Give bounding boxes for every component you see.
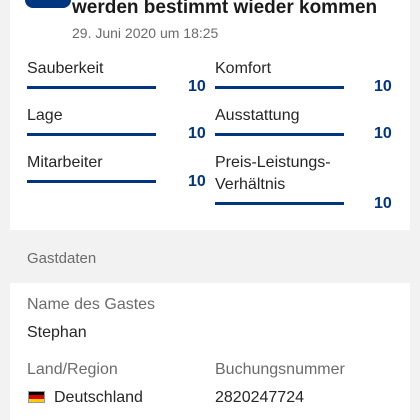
rating-label: Komfort bbox=[215, 60, 272, 77]
review-date: 29. Juni 2020 um 18:25 bbox=[72, 25, 219, 41]
rating-label: Sauberkeit bbox=[27, 60, 104, 77]
guest-section-header: Gastdaten bbox=[27, 250, 97, 267]
rating-value: 10 bbox=[374, 195, 392, 212]
rating-bar bbox=[27, 86, 156, 89]
rating-bar bbox=[215, 133, 344, 136]
reviewer-avatar bbox=[25, 0, 71, 8]
rating-value: 10 bbox=[374, 125, 392, 142]
guest-name-value: Stephan bbox=[27, 324, 87, 341]
rating-label: Preis-Leistungs- bbox=[215, 154, 331, 171]
rating-label: Lage bbox=[27, 107, 63, 124]
country-label: Land/Region bbox=[27, 361, 118, 378]
rating-value: 10 bbox=[188, 125, 206, 142]
review-title: werden bestimmt wieder kommen bbox=[72, 0, 378, 18]
rating-value: 10 bbox=[374, 78, 392, 95]
rating-bar bbox=[215, 202, 344, 205]
booking-number-label: Buchungsnummer bbox=[215, 361, 345, 378]
rating-value: 10 bbox=[188, 173, 206, 190]
rating-label: Ausstattung bbox=[215, 107, 300, 124]
rating-bar bbox=[215, 86, 344, 89]
booking-number-value: 2820247724 bbox=[215, 389, 304, 406]
rating-label: Mitarbeiter bbox=[27, 154, 103, 171]
rating-bar bbox=[27, 180, 156, 183]
country-value: Deutschland bbox=[54, 389, 143, 406]
guest-card bbox=[10, 283, 410, 420]
rating-label-line2: Verhältnis bbox=[215, 176, 286, 193]
germany-flag-icon bbox=[28, 391, 45, 403]
rating-bar bbox=[27, 133, 156, 136]
guest-name-label: Name des Gastes bbox=[27, 296, 156, 313]
rating-value: 10 bbox=[188, 78, 206, 95]
review-card: werden bestimmt wieder kommen 29. Juni 2… bbox=[10, 0, 410, 230]
